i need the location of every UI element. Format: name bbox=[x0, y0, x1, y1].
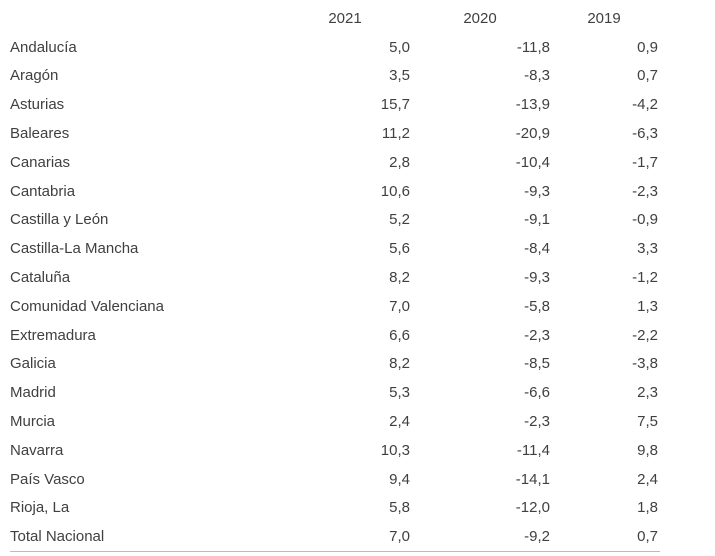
value-2021-cell: 5,6 bbox=[389, 240, 410, 258]
region-name-cell: Andalucía bbox=[10, 38, 77, 56]
value-2020-cell: -5,8 bbox=[524, 297, 550, 315]
table-row: Canarias 2,8 -10,4 -1,7 bbox=[10, 148, 660, 177]
region-name-cell: Rioja, La bbox=[10, 499, 70, 517]
value-2021-cell: 2,4 bbox=[389, 413, 410, 431]
value-2020-cell: -6,6 bbox=[524, 384, 550, 402]
value-2020-cell: -11,8 bbox=[516, 38, 550, 56]
value-2019-cell: 2,4 bbox=[637, 470, 658, 488]
table-row: Cantabria 10,6 -9,3 -2,3 bbox=[10, 177, 660, 206]
region-name-cell: Asturias bbox=[10, 96, 65, 114]
region-name-cell: Comunidad Valenciana bbox=[10, 297, 164, 315]
value-2019-cell: 7,5 bbox=[637, 413, 658, 431]
value-2019-cell: 0,7 bbox=[637, 67, 658, 85]
value-2019-cell: -2,3 bbox=[632, 182, 658, 200]
table-row: Navarra 10,3 -11,4 9,8 bbox=[10, 436, 660, 465]
value-2020-cell: -2,3 bbox=[524, 413, 550, 431]
region-name-cell: Cantabria bbox=[10, 182, 76, 200]
region-name-cell: Aragón bbox=[10, 67, 59, 85]
year-column-header-2019: 2019 bbox=[587, 9, 621, 27]
region-name-cell: Total Nacional bbox=[10, 528, 105, 546]
value-2020-cell: -8,4 bbox=[524, 240, 550, 258]
value-2020-cell: -12,0 bbox=[515, 499, 550, 517]
region-name-cell: Madrid bbox=[10, 384, 56, 402]
value-2020-cell: -8,3 bbox=[524, 67, 550, 85]
value-2021-cell: 15,7 bbox=[380, 96, 410, 114]
table-row: Andalucía 5,0 -11,8 0,9 bbox=[10, 33, 660, 62]
value-2021-cell: 3,5 bbox=[389, 67, 410, 85]
value-2019-cell: -4,2 bbox=[632, 96, 658, 114]
value-2020-cell: -13,9 bbox=[515, 96, 550, 114]
value-2021-cell: 11,2 bbox=[381, 125, 410, 143]
table-row: Castilla y León 5,2 -9,1 -0,9 bbox=[10, 206, 660, 235]
value-2020-cell: -8,5 bbox=[524, 355, 550, 373]
value-2021-cell: 5,3 bbox=[389, 384, 410, 402]
value-2019-cell: -1,2 bbox=[632, 269, 658, 287]
table-row: Aragón 3,5 -8,3 0,7 bbox=[10, 62, 660, 91]
value-2019-cell: 9,8 bbox=[637, 441, 658, 459]
value-2019-cell: 3,3 bbox=[637, 240, 658, 258]
value-2020-cell: -9,3 bbox=[524, 269, 550, 287]
region-name-cell: Baleares bbox=[10, 125, 70, 143]
region-name-cell: País Vasco bbox=[10, 470, 85, 488]
value-2019-cell: -1,7 bbox=[632, 153, 658, 171]
value-2021-cell: 5,2 bbox=[389, 211, 410, 229]
value-2021-cell: 8,2 bbox=[389, 355, 410, 373]
value-2021-cell: 5,8 bbox=[389, 499, 410, 517]
value-2021-cell: 6,6 bbox=[389, 326, 410, 344]
value-2020-cell: -9,2 bbox=[524, 528, 550, 546]
value-2020-cell: -2,3 bbox=[524, 326, 550, 344]
value-2021-cell: 5,0 bbox=[389, 38, 410, 56]
value-2021-cell: 8,2 bbox=[389, 269, 410, 287]
table-row: Castilla-La Mancha 5,6 -8,4 3,3 bbox=[10, 234, 660, 263]
value-2019-cell: 2,3 bbox=[637, 384, 658, 402]
region-name-cell: Cataluña bbox=[10, 269, 71, 287]
region-name-cell: Castilla-La Mancha bbox=[10, 240, 139, 258]
region-name-cell: Galicia bbox=[10, 355, 56, 373]
value-2020-cell: -10,4 bbox=[515, 153, 550, 171]
value-2019-cell: 0,7 bbox=[637, 528, 658, 546]
value-2019-cell: -2,2 bbox=[632, 326, 658, 344]
region-name-cell: Canarias bbox=[10, 153, 71, 171]
value-2021-cell: 7,0 bbox=[389, 528, 410, 546]
value-2020-cell: -14,1 bbox=[515, 470, 550, 488]
region-name-cell: Extremadura bbox=[10, 326, 96, 344]
value-2019-cell: 1,3 bbox=[637, 297, 658, 315]
table-row: Galicia 8,2 -8,5 -3,8 bbox=[10, 350, 660, 379]
regional-annual-variation-table: 2021 2020 2019 Andalucía 5,0 -11,8 0,9 A… bbox=[10, 0, 660, 553]
table-body: Andalucía 5,0 -11,8 0,9 Aragón 3,5 -8,3 … bbox=[10, 33, 660, 551]
table-row: Comunidad Valenciana 7,0 -5,8 1,3 bbox=[10, 292, 660, 321]
value-2021-cell: 10,3 bbox=[380, 441, 410, 459]
value-2019-cell: 1,8 bbox=[637, 499, 658, 517]
value-2020-cell: -11,4 bbox=[516, 441, 550, 459]
table-row: Cataluña 8,2 -9,3 -1,2 bbox=[10, 263, 660, 292]
year-column-header-2020: 2020 bbox=[463, 9, 497, 27]
table-row: Madrid 5,3 -6,6 2,3 bbox=[10, 378, 660, 407]
region-name-cell: Castilla y León bbox=[10, 211, 109, 229]
value-2021-cell: 7,0 bbox=[389, 297, 410, 315]
value-2021-cell: 10,6 bbox=[380, 182, 410, 200]
table-row: Rioja, La 5,8 -12,0 1,8 bbox=[10, 494, 660, 523]
value-2021-cell: 9,4 bbox=[389, 470, 410, 488]
table-row: Asturias 15,7 -13,9 -4,2 bbox=[10, 90, 660, 119]
table-header-row: 2021 2020 2019 bbox=[10, 4, 660, 33]
table-row: Murcia 2,4 -2,3 7,5 bbox=[10, 407, 660, 436]
value-2020-cell: -9,1 bbox=[524, 211, 550, 229]
year-column-header-2021: 2021 bbox=[328, 9, 362, 27]
table-row: País Vasco 9,4 -14,1 2,4 bbox=[10, 465, 660, 494]
region-name-cell: Navarra bbox=[10, 441, 64, 459]
value-2019-cell: -0,9 bbox=[632, 211, 658, 229]
table-row: Baleares 11,2 -20,9 -6,3 bbox=[10, 119, 660, 148]
value-2019-cell: -6,3 bbox=[632, 125, 658, 143]
value-2019-cell: -3,8 bbox=[632, 355, 658, 373]
value-2020-cell: -9,3 bbox=[524, 182, 550, 200]
value-2019-cell: 0,9 bbox=[637, 38, 658, 56]
table-row: Extremadura 6,6 -2,3 -2,2 bbox=[10, 321, 660, 350]
table-row: Total Nacional 7,0 -9,2 0,7 bbox=[10, 522, 660, 551]
value-2021-cell: 2,8 bbox=[389, 153, 410, 171]
region-name-cell: Murcia bbox=[10, 413, 56, 431]
value-2020-cell: -20,9 bbox=[515, 125, 550, 143]
